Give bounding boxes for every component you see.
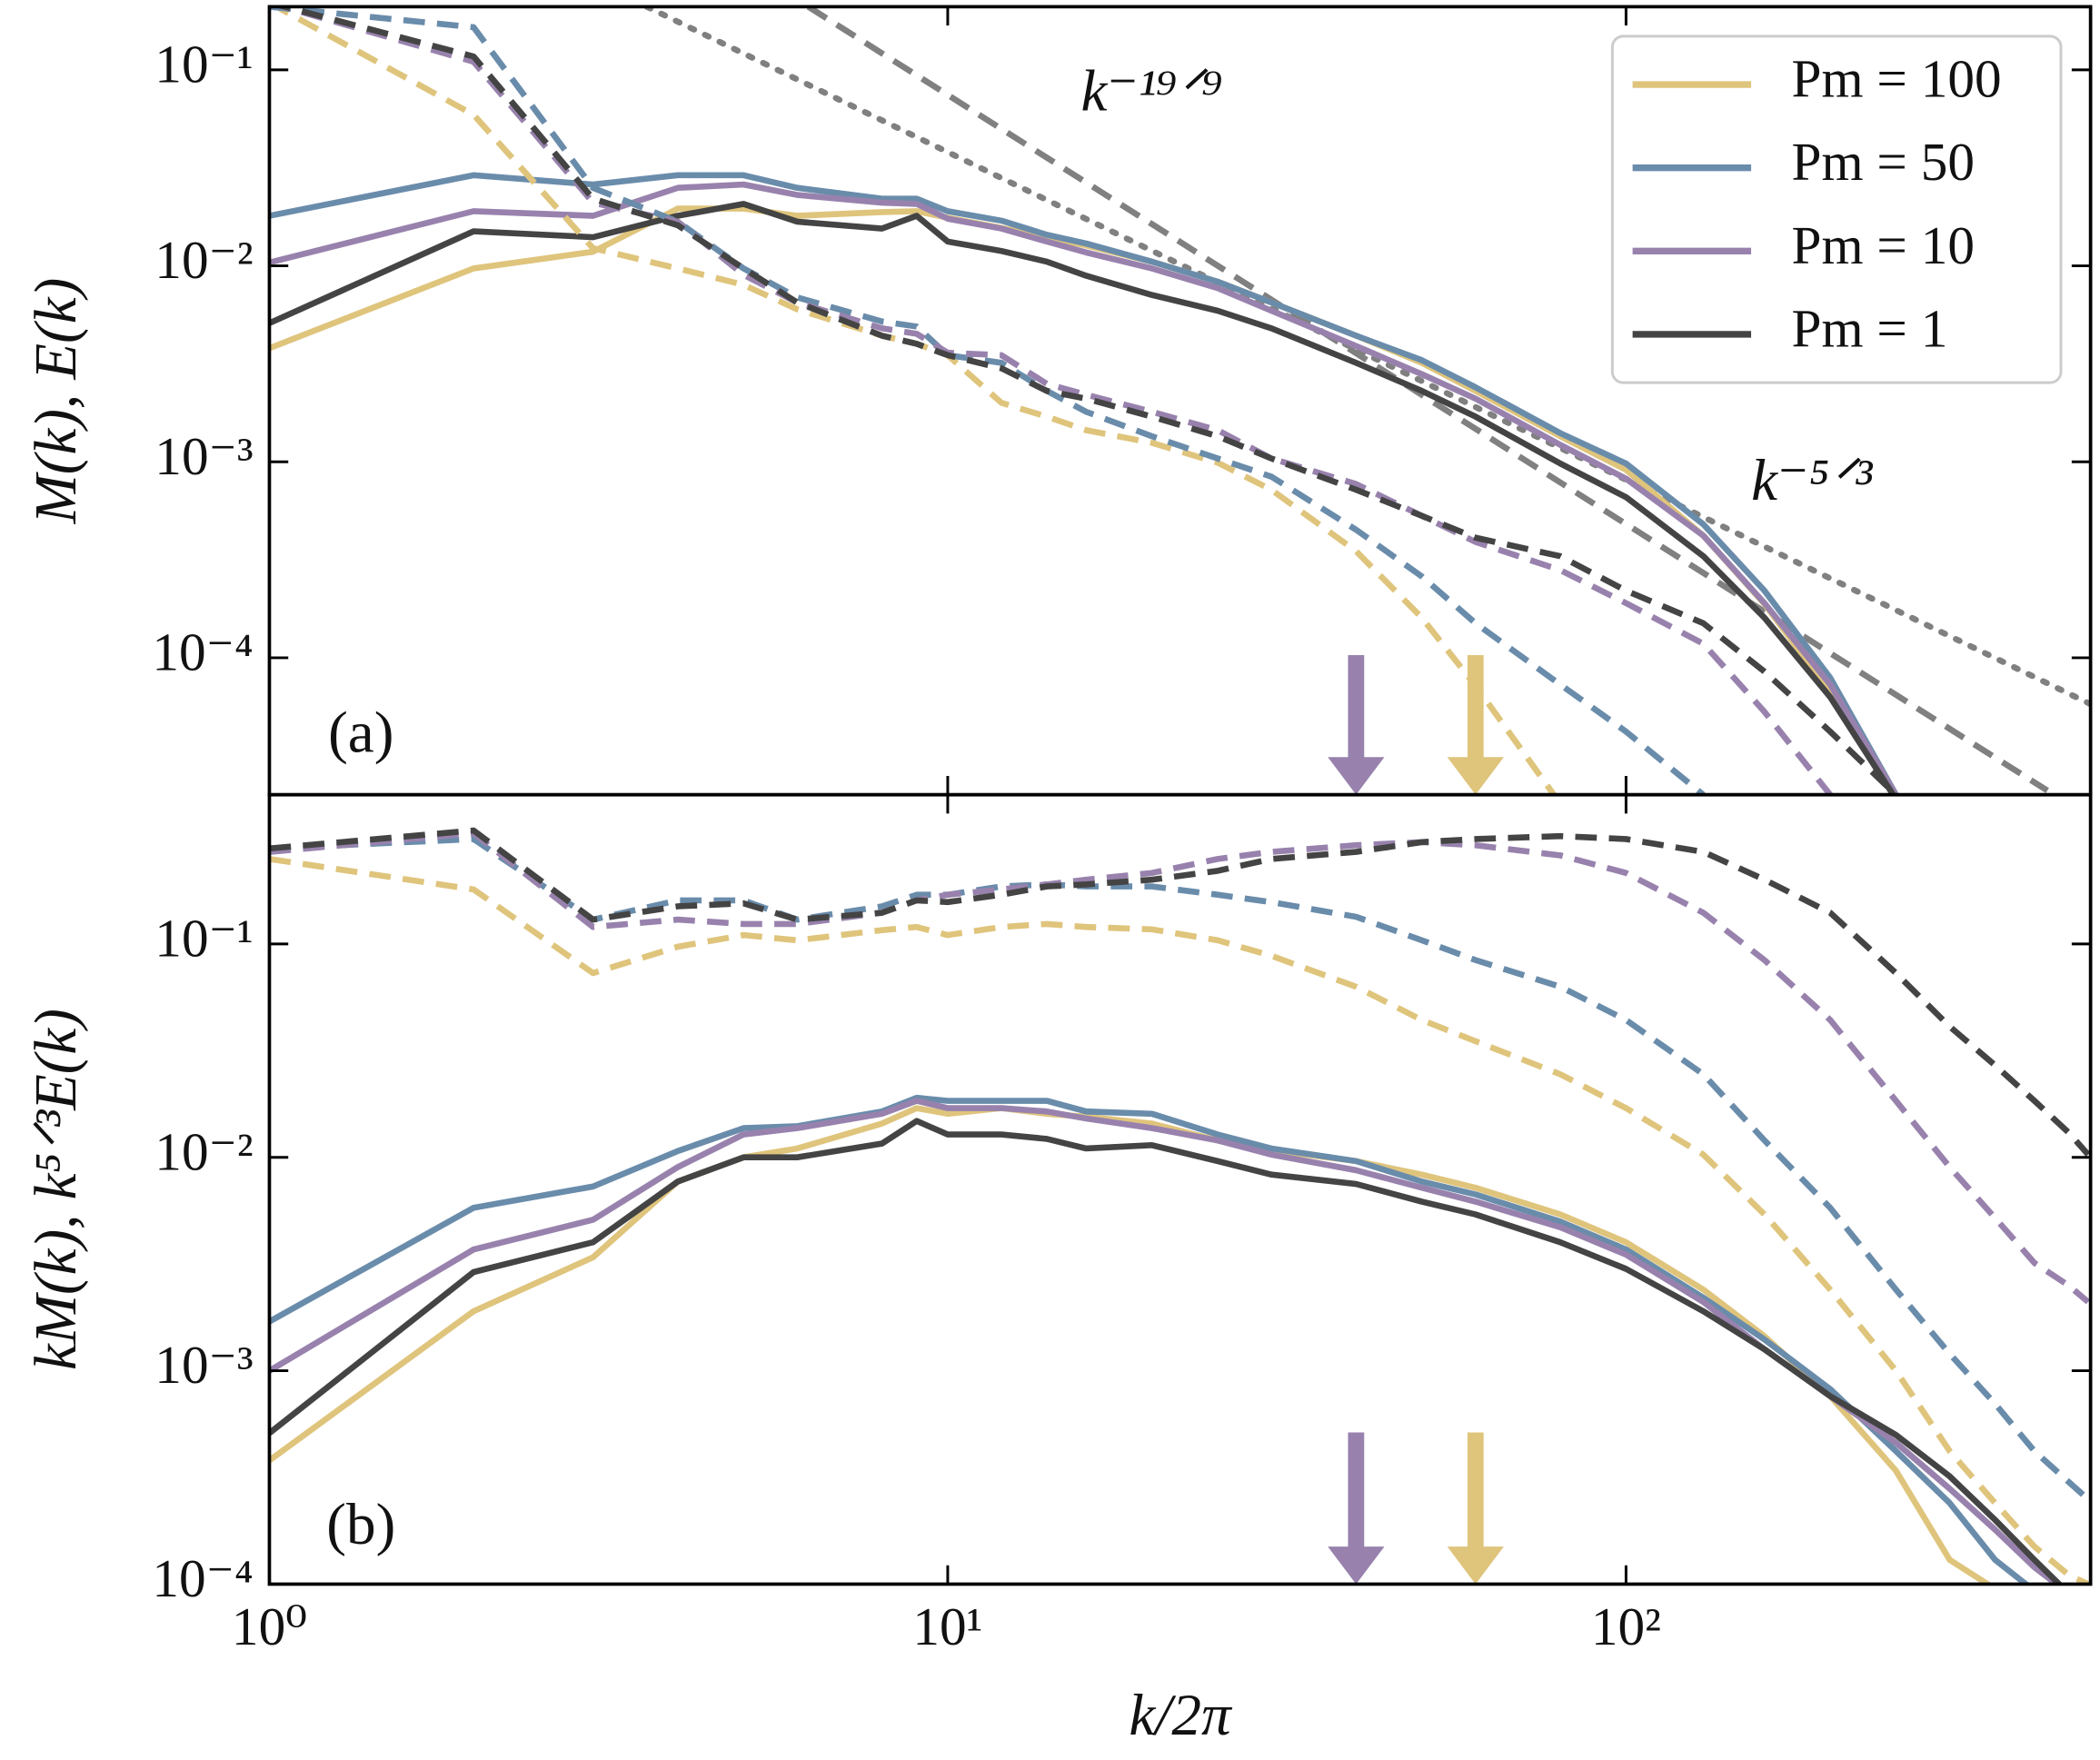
x-tick-label: 10¹ xyxy=(912,1596,982,1656)
solid-line xyxy=(269,1105,1994,1585)
arrow-marker xyxy=(1328,1432,1385,1585)
guide-line xyxy=(806,6,2049,793)
legend-box xyxy=(1610,35,2063,384)
annotation: k⁻⁵ᐟ³ xyxy=(1751,448,1874,513)
legend-label: Pm = 100 xyxy=(1792,49,2002,109)
plot-area xyxy=(269,6,2091,795)
y-axis-label: kM(k), k⁵ᐟ³E(k) xyxy=(24,1009,89,1370)
x-tick-label: 10⁰ xyxy=(232,1596,307,1656)
dashed-line xyxy=(269,827,2091,1157)
plot-area xyxy=(269,827,2091,1585)
solid-line xyxy=(269,1094,2031,1585)
y-tick-label: 10⁻³ xyxy=(154,426,253,486)
solid-line xyxy=(269,1098,2062,1585)
legend-label: Pm = 50 xyxy=(1792,132,1975,192)
y-tick-label: 10⁻² xyxy=(154,1121,253,1181)
x-tick-label: 10² xyxy=(1591,1596,1661,1656)
y-tick-label: 10⁻² xyxy=(154,230,253,290)
solid-line xyxy=(269,1118,2064,1585)
annotation: k⁻¹⁹ᐟ⁹ xyxy=(1080,58,1222,124)
arrow-marker xyxy=(1447,1432,1504,1585)
dashed-line xyxy=(269,856,2090,1585)
y-axis-label: M(k), E(k) xyxy=(24,278,89,525)
x-axis-label: k/2π xyxy=(1129,1683,1233,1748)
legend-label: Pm = 1 xyxy=(1792,299,1948,359)
dashed-line xyxy=(272,6,1898,795)
y-tick-label: 10⁻³ xyxy=(154,1335,253,1395)
legend-label: Pm = 10 xyxy=(1792,215,1975,275)
dashed-line xyxy=(272,6,1833,795)
solid-line xyxy=(269,181,1899,795)
y-tick-label: 10⁻⁴ xyxy=(152,1548,253,1608)
dashed-line xyxy=(269,830,2091,1305)
solid-line xyxy=(269,201,1897,795)
dashed-line xyxy=(270,6,1558,795)
y-tick-label: 10⁻⁴ xyxy=(152,622,253,682)
y-tick-label: 10⁻¹ xyxy=(154,35,253,94)
annotation: (b) xyxy=(326,1492,395,1557)
annotation: (a) xyxy=(328,701,393,766)
solid-line xyxy=(269,172,1899,795)
y-tick-label: 10⁻¹ xyxy=(154,908,253,968)
arrow-marker xyxy=(1447,655,1504,795)
arrow-marker xyxy=(1328,655,1385,795)
axes-frame xyxy=(267,792,2093,1586)
